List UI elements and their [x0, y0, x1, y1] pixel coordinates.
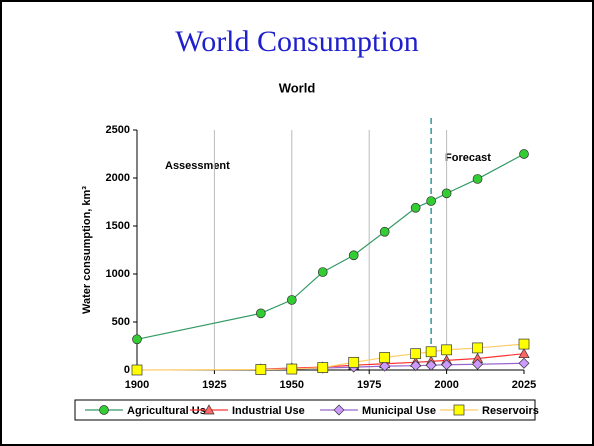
marker — [317, 267, 328, 277]
marker — [518, 347, 530, 359]
marker — [410, 360, 422, 372]
marker — [472, 342, 483, 354]
y-tick-label: 500 — [112, 316, 130, 328]
x-tick-label: 1950 — [280, 379, 304, 391]
marker — [379, 360, 391, 372]
y-tick-label: 1500 — [106, 220, 130, 232]
series-line — [260, 353, 525, 370]
y-tick-label: 1000 — [106, 268, 130, 280]
legend-marker — [99, 405, 109, 415]
y-tick-label: 2500 — [106, 124, 130, 136]
marker — [348, 356, 360, 368]
marker — [472, 358, 484, 370]
x-tick-label: 1900 — [125, 379, 149, 391]
marker — [425, 346, 437, 358]
marker — [519, 149, 529, 159]
y-tick-label: 0 — [124, 364, 130, 376]
legend-marker — [453, 404, 465, 416]
marker — [518, 357, 530, 369]
marker — [132, 334, 142, 345]
marker — [426, 196, 436, 206]
marker — [410, 202, 421, 213]
legend-label: Reservoirs — [482, 405, 539, 417]
marker — [425, 359, 437, 371]
y-axis-label: Water consumption, km³ — [81, 186, 93, 314]
marker — [472, 174, 483, 184]
marker — [286, 363, 298, 375]
legend-marker — [333, 404, 345, 416]
annotation: Assessment — [165, 160, 230, 172]
marker — [441, 344, 452, 356]
marker — [379, 352, 391, 363]
marker — [379, 226, 390, 237]
annotation: Forecast — [445, 152, 491, 164]
marker — [518, 338, 530, 350]
legend-marker — [203, 404, 215, 415]
legend-label: Agricultural Use — [127, 405, 212, 417]
legend-box — [74, 399, 536, 421]
x-tick-label: 2025 — [512, 379, 536, 391]
slide-title: World Consumption — [175, 25, 418, 58]
marker — [348, 250, 359, 261]
chart-subtitle: World — [279, 80, 316, 95]
x-tick-label: 1925 — [202, 379, 226, 391]
y-tick-label: 2000 — [106, 172, 130, 184]
marker — [286, 295, 297, 305]
marker — [317, 362, 329, 373]
x-tick-label: 2000 — [434, 379, 458, 391]
legend-label: Municipal Use — [362, 405, 436, 417]
legend-label: Industrial Use — [232, 405, 305, 417]
marker — [441, 188, 452, 199]
marker — [131, 364, 143, 376]
marker — [441, 359, 453, 371]
x-tick-label: 1975 — [357, 379, 381, 391]
marker — [410, 348, 421, 360]
marker — [255, 364, 267, 375]
marker — [255, 308, 266, 319]
